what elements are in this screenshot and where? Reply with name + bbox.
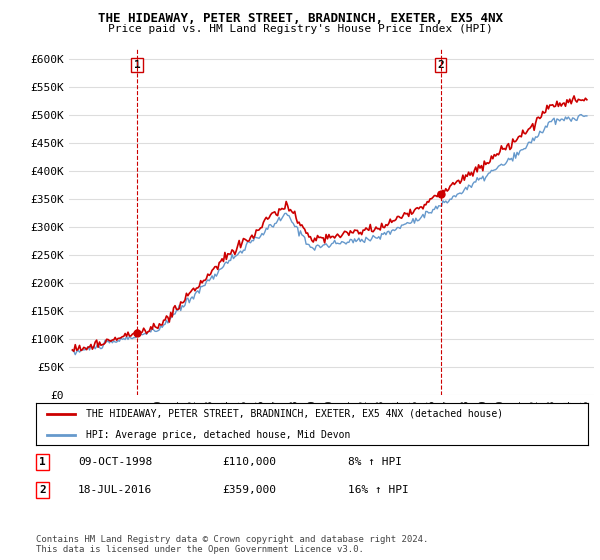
Text: 18-JUL-2016: 18-JUL-2016 (78, 485, 152, 495)
Text: 1: 1 (39, 457, 46, 467)
Text: HPI: Average price, detached house, Mid Devon: HPI: Average price, detached house, Mid … (86, 430, 350, 440)
Text: 2: 2 (39, 485, 46, 495)
Text: £359,000: £359,000 (222, 485, 276, 495)
Text: Price paid vs. HM Land Registry's House Price Index (HPI): Price paid vs. HM Land Registry's House … (107, 24, 493, 34)
Text: THE HIDEAWAY, PETER STREET, BRADNINCH, EXETER, EX5 4NX: THE HIDEAWAY, PETER STREET, BRADNINCH, E… (97, 12, 503, 25)
Text: Contains HM Land Registry data © Crown copyright and database right 2024.
This d: Contains HM Land Registry data © Crown c… (36, 535, 428, 554)
Text: £110,000: £110,000 (222, 457, 276, 467)
Text: 16% ↑ HPI: 16% ↑ HPI (348, 485, 409, 495)
Text: 2: 2 (437, 60, 444, 70)
Text: 09-OCT-1998: 09-OCT-1998 (78, 457, 152, 467)
Text: THE HIDEAWAY, PETER STREET, BRADNINCH, EXETER, EX5 4NX (detached house): THE HIDEAWAY, PETER STREET, BRADNINCH, E… (86, 409, 503, 419)
Text: 1: 1 (134, 60, 140, 70)
Text: 8% ↑ HPI: 8% ↑ HPI (348, 457, 402, 467)
